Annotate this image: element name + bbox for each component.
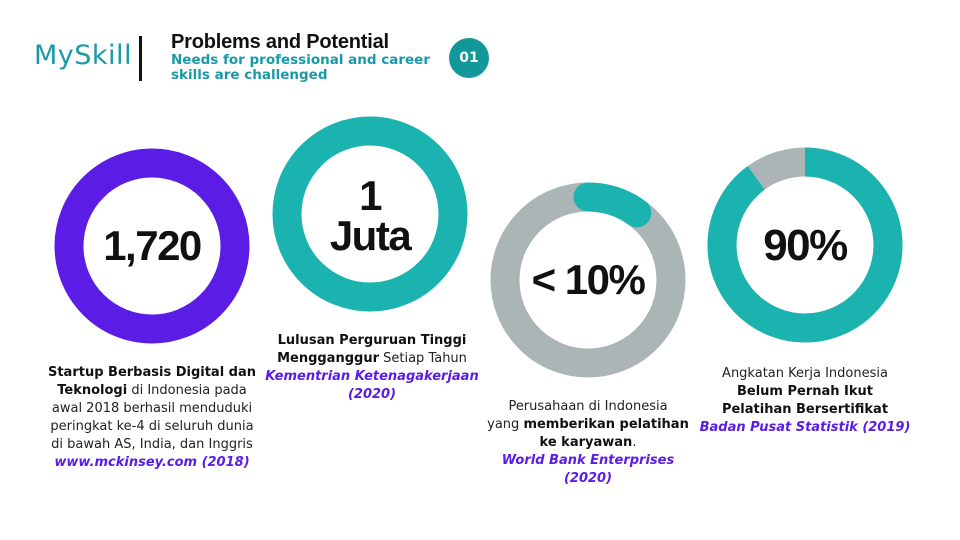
- stat-caption-2: Lulusan Perguruan Tinggi Mengganggur Seti…: [262, 332, 482, 404]
- caption-text: Angkatan Kerja Indonesia: [722, 366, 888, 381]
- caption-line: Pelatihan Bersertifikat: [695, 401, 915, 419]
- caption-line: Kementrian Ketenagakerjaan: [262, 368, 482, 386]
- caption-line: (2020): [262, 386, 482, 404]
- ring-progress-4: [707, 147, 903, 343]
- caption-line: Teknologi di Indonesia pada: [42, 382, 262, 400]
- source-citation: Badan Pusat Statistik (2019): [699, 420, 911, 435]
- page-subtitle: Needs for professional and career skills…: [171, 52, 430, 83]
- header-divider: [139, 36, 142, 81]
- caption-text: Mengganggur: [277, 351, 379, 366]
- caption-text: .: [632, 435, 637, 450]
- caption-text: Belum Pernah Ikut: [736, 384, 874, 399]
- caption-text: di bawah AS, India, dan Inggris: [51, 437, 253, 452]
- caption-line: Perusahaan di Indonesia: [478, 398, 698, 416]
- caption-line: Lulusan Perguruan Tinggi: [262, 332, 482, 350]
- source-citation: World Bank Enterprises: [501, 453, 675, 468]
- caption-text: Pelatihan Bersertifikat: [721, 402, 889, 417]
- stat-value-2-line-1: 1: [359, 172, 382, 219]
- caption-line: awal 2018 berhasil menduduki: [42, 400, 262, 418]
- ring-progress-3: [573, 182, 652, 228]
- stat-value-4: 90%: [763, 221, 848, 270]
- source-citation: (2020): [347, 387, 397, 402]
- caption-text: Teknologi: [57, 383, 128, 398]
- caption-text: ke karyawan: [539, 435, 633, 450]
- caption-line: yang memberikan pelatihan: [478, 416, 698, 434]
- stat-caption-1: Startup Berbasis Digital dan Teknologi di…: [42, 364, 262, 472]
- caption-line: www.mckinsey.com (2018): [42, 454, 262, 472]
- stat-value-3: < 10%: [531, 256, 646, 303]
- caption-text: memberikan pelatihan: [523, 417, 689, 432]
- stat-value-1: 1,720: [103, 222, 202, 269]
- caption-text: peringkat ke-4 di seluruh dunia: [50, 419, 254, 434]
- source-citation: www.mckinsey.com (2018): [54, 455, 250, 470]
- caption-text: Perusahaan di Indonesia: [508, 399, 668, 414]
- caption-line: ke karyawan.: [478, 434, 698, 452]
- page-title: Problems and Potential: [171, 31, 389, 53]
- source-citation: Kementrian Ketenagakerjaan: [265, 369, 479, 384]
- stat-caption-3: Perusahaan di Indonesia yang memberikan p…: [478, 398, 698, 488]
- caption-line: Startup Berbasis Digital dan: [42, 364, 262, 382]
- caption-line: peringkat ke-4 di seluruh dunia: [42, 418, 262, 436]
- caption-text: Lulusan Perguruan Tinggi: [277, 333, 467, 348]
- caption-text: awal 2018 berhasil menduduki: [51, 401, 253, 416]
- stat-value-2-line-2: Juta: [329, 212, 412, 259]
- caption-line: (2020): [478, 470, 698, 488]
- caption-line: Belum Pernah Ikut: [695, 383, 915, 401]
- myskill-logo: MySkill: [34, 40, 133, 71]
- caption-line: World Bank Enterprises: [478, 452, 698, 470]
- caption-text: di Indonesia pada: [127, 383, 247, 398]
- source-citation: (2020): [563, 471, 613, 486]
- stat-caption-4: Angkatan Kerja Indonesia Belum Pernah Iku…: [695, 365, 915, 437]
- caption-line: Badan Pusat Statistik (2019): [695, 419, 915, 437]
- section-number-badge: 01: [449, 38, 489, 78]
- caption-line: di bawah AS, India, dan Inggris: [42, 436, 262, 454]
- caption-text: Startup Berbasis Digital dan: [47, 365, 257, 380]
- stat-value-2: 1 Juta: [300, 172, 440, 259]
- caption-text: yang: [487, 417, 524, 432]
- caption-line: Angkatan Kerja Indonesia: [695, 365, 915, 383]
- ring-track-1: [54, 148, 250, 344]
- ring-track-2: [272, 116, 468, 312]
- caption-line: Mengganggur Setiap Tahun: [262, 350, 482, 368]
- caption-text: Setiap Tahun: [379, 351, 467, 366]
